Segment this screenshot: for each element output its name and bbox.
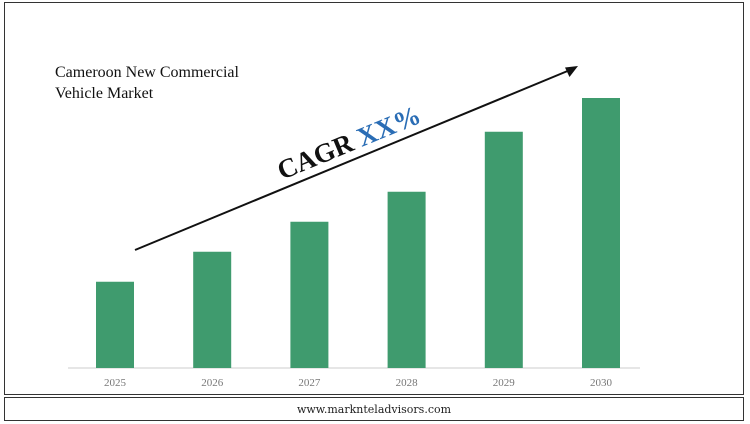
bar-2025 (96, 281, 134, 368)
x-ticks-group: 2025 2026 2027 2028 2029 2030 (104, 377, 613, 389)
x-tick-label-2028: 2028 (396, 377, 419, 389)
bar-2028 (387, 191, 426, 368)
bar-2027 (290, 221, 329, 368)
x-tick-label-2027: 2027 (298, 377, 321, 389)
x-tick-label-2026: 2026 (201, 377, 224, 389)
bars-group (96, 98, 620, 368)
bar-2029 (484, 131, 523, 368)
chart-title: Cameroon New Commercial Vehicle Market (55, 62, 315, 104)
bar-2026 (193, 251, 232, 368)
x-tick-label-2025: 2025 (104, 377, 127, 389)
cagr-annotation: CAGR XX% (273, 100, 425, 186)
growth-arrow-head (565, 66, 578, 77)
bar-2030 (582, 98, 620, 368)
growth-arrow-line (134, 69, 571, 251)
footer-bar: www.marknteladvisors.com (4, 397, 744, 421)
chart-title-line2: Vehicle Market (55, 85, 154, 102)
cagr-label: CAGR (273, 127, 358, 185)
x-tick-label-2030: 2030 (590, 377, 613, 389)
x-tick-label-2029: 2029 (493, 377, 516, 389)
chart-title-line1: Cameroon New Commercial (55, 64, 239, 81)
footer-website-link[interactable]: www.marknteladvisors.com (296, 402, 452, 416)
